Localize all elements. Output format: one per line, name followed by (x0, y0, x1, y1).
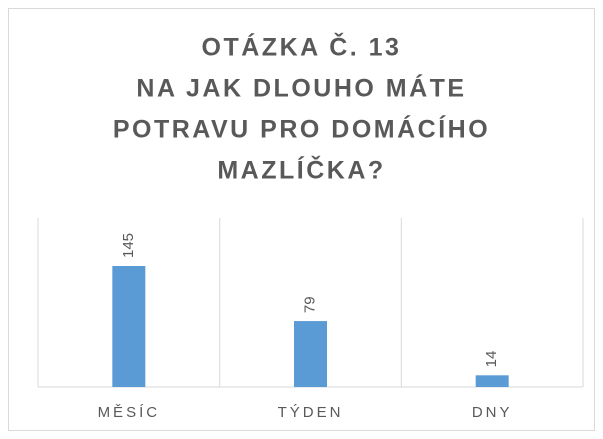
bar (112, 266, 146, 387)
bar (475, 375, 509, 387)
x-tick-label: MĚSÍC (98, 404, 161, 421)
bar (294, 321, 327, 387)
chart-title: NA JAK DLOUHO MÁTE (136, 74, 466, 103)
chart-title: POTRAVU PRO DOMÁCÍHO (113, 115, 490, 144)
data-label: 79 (301, 296, 318, 313)
x-tick-label: TÝDEN (278, 404, 344, 421)
data-label: 145 (120, 233, 137, 258)
data-label: 14 (483, 351, 500, 368)
chart-title: MAZLÍČKA? (217, 155, 385, 185)
x-tick-label: DNY (472, 404, 513, 421)
chart-title: OTÁZKA Č. 13 (202, 32, 402, 62)
